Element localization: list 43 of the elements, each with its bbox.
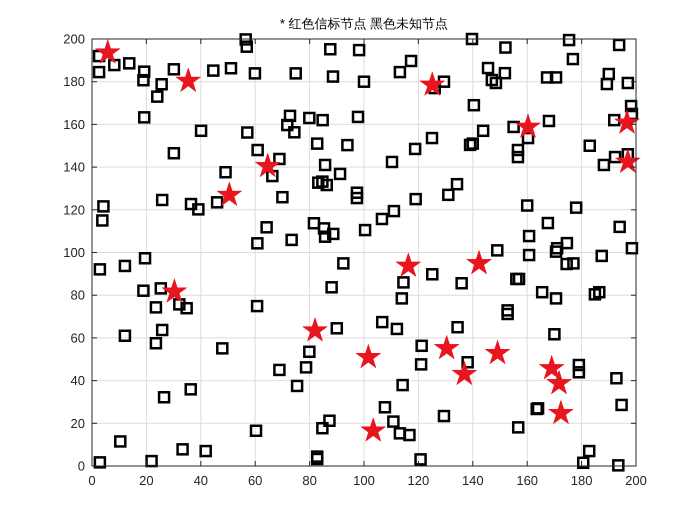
point bbox=[515, 114, 541, 138]
y-tick-label: 0 bbox=[78, 458, 85, 474]
point bbox=[216, 182, 242, 206]
y-tick-label: 80 bbox=[70, 288, 85, 303]
x-tick-label: 100 bbox=[353, 473, 375, 488]
y-tick-label: 180 bbox=[63, 74, 85, 90]
x-tick-label: 160 bbox=[516, 473, 538, 488]
point bbox=[548, 400, 574, 424]
x-tick-label: 40 bbox=[194, 473, 208, 488]
point bbox=[484, 340, 510, 364]
point bbox=[546, 370, 572, 394]
point bbox=[452, 360, 477, 385]
y-tick-label: 160 bbox=[63, 116, 85, 132]
point bbox=[539, 355, 564, 380]
y-tick-label: 100 bbox=[63, 245, 85, 260]
point bbox=[466, 250, 492, 274]
point bbox=[302, 317, 328, 342]
x-tick-label: 140 bbox=[462, 473, 484, 488]
point bbox=[420, 72, 445, 96]
y-tick-label: 20 bbox=[70, 416, 85, 431]
chart-title: * 红色信标节点 黑色未知节点 bbox=[280, 16, 448, 31]
point bbox=[615, 148, 640, 173]
y-tick-label: 120 bbox=[63, 202, 85, 218]
point bbox=[255, 152, 280, 178]
y-tick-label: 60 bbox=[70, 330, 85, 346]
point bbox=[356, 344, 381, 368]
point bbox=[434, 335, 460, 360]
y-tick-label: 200 bbox=[63, 32, 85, 46]
y-tick-label: 140 bbox=[63, 160, 85, 175]
x-tick-label: 60 bbox=[248, 473, 262, 488]
x-tick-label: 120 bbox=[408, 473, 430, 488]
point bbox=[360, 418, 386, 442]
point bbox=[162, 278, 188, 303]
x-tick-label: 20 bbox=[139, 473, 154, 488]
x-tick-label: 0 bbox=[88, 473, 96, 488]
point bbox=[396, 252, 421, 277]
x-tick-label: 200 bbox=[625, 473, 647, 488]
x-tick-label: 180 bbox=[570, 473, 592, 488]
point bbox=[95, 39, 120, 64]
point bbox=[614, 110, 640, 134]
point bbox=[176, 68, 201, 92]
y-tick-label: 40 bbox=[70, 373, 85, 388]
x-tick-label: 80 bbox=[302, 473, 317, 488]
